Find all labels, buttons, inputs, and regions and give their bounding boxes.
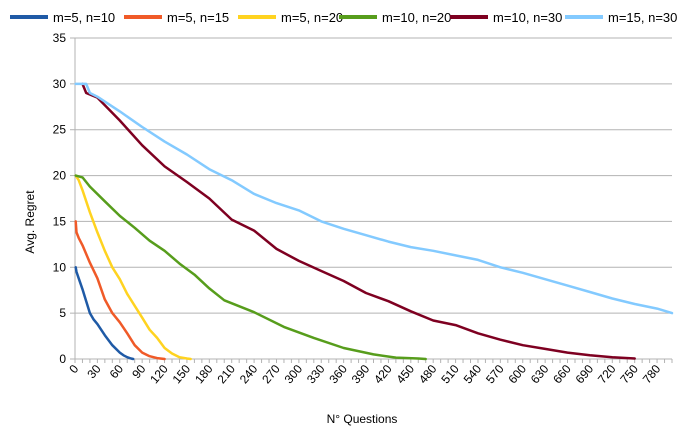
x-tick-label: 120 — [147, 362, 171, 387]
x-tick-label: 390 — [349, 362, 373, 387]
x-tick-label: 270 — [259, 362, 283, 387]
x-tick-label: 540 — [461, 362, 485, 387]
x-tick-label: 660 — [550, 362, 574, 387]
x-tick-label: 90 — [129, 362, 149, 381]
x-tick-label: 30 — [84, 362, 104, 381]
series-line-5 — [81, 82, 636, 360]
y-tick-label: 25 — [53, 123, 67, 137]
x-tick-label: 720 — [595, 362, 619, 387]
x-tick-label: 510 — [438, 362, 462, 387]
x-tick-label: 570 — [483, 362, 507, 387]
y-axis-ticks: 0 5 10 15 20 25 30 35 — [53, 31, 75, 366]
x-tick-label: 180 — [192, 362, 216, 387]
x-tick-label: 300 — [282, 362, 306, 387]
x-tick-label: 480 — [416, 362, 440, 387]
legend: m=5, n=10 m=5, n=15 m=5, n=20 m=10, n=20 m=1… — [10, 10, 677, 25]
x-tick-label: 780 — [640, 362, 664, 387]
x-tick-label: 0 — [66, 362, 81, 376]
y-tick-label: 15 — [53, 214, 67, 228]
series-line-4 — [74, 174, 427, 361]
x-tick-label: 420 — [371, 362, 395, 387]
series-lines — [74, 82, 674, 361]
axes — [74, 38, 672, 360]
x-tick-label: 690 — [573, 362, 597, 387]
y-tick-label: 20 — [53, 169, 67, 183]
legend-entry: m=15, n=30 — [608, 10, 677, 25]
y-tick-label: 10 — [53, 260, 67, 274]
x-tick-label: 360 — [326, 362, 350, 387]
series-line-3 — [74, 174, 192, 361]
y-tick-label: 0 — [59, 352, 66, 366]
y-axis-label: Avg. Regret — [23, 190, 37, 254]
legend-entry: m=5, n=10 — [53, 10, 115, 25]
series-line-1 — [74, 266, 135, 361]
legend-entry: m=10, n=30 — [493, 10, 562, 25]
x-tick-label: 150 — [170, 362, 194, 387]
x-tick-label: 450 — [394, 362, 418, 387]
y-tick-label: 5 — [59, 306, 66, 320]
legend-entry: m=5, n=20 — [281, 10, 343, 25]
legend-entry: m=10, n=20 — [382, 10, 451, 25]
x-tick-label: 60 — [107, 362, 127, 381]
x-axis-label: N° Questions — [327, 412, 398, 426]
y-tick-label: 30 — [53, 77, 67, 91]
y-tick-label: 35 — [53, 31, 67, 45]
x-tick-label: 630 — [528, 362, 552, 387]
legend-entry: m=5, n=15 — [167, 10, 229, 25]
x-tick-label: 600 — [505, 362, 529, 387]
grid-lines — [75, 37, 672, 314]
x-tick-label: 750 — [617, 362, 641, 387]
series-line-6 — [74, 82, 674, 315]
x-tick-label: 330 — [304, 362, 328, 387]
x-axis-ticks: 0 30 60 90120150180210240270300330360390420… — [66, 359, 673, 387]
series-line-2 — [74, 220, 166, 361]
x-tick-label: 240 — [237, 362, 261, 387]
x-tick-label: 210 — [214, 362, 238, 387]
